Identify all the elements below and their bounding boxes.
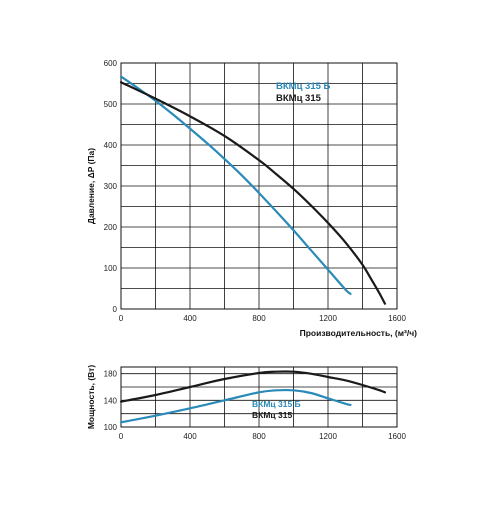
y-tick-label: 500 (104, 100, 118, 109)
x-tick-label: 1600 (388, 432, 406, 441)
x-tick-label: 1600 (388, 314, 406, 323)
legend-entry-vkmts-315: ВКМц 315 (276, 93, 322, 104)
series-line-vkmts-315-b (119, 75, 352, 295)
y-tick-label: 100 (104, 423, 118, 432)
series-line-vkmts-315 (119, 81, 387, 305)
x-tick-label: 0 (119, 432, 124, 441)
y-axis-label: Давление, ΔP (Па) (86, 148, 96, 224)
series-line-vkmts-315-b (119, 388, 352, 424)
y-tick-label: 300 (104, 182, 118, 191)
x-tick-label: 1200 (319, 432, 337, 441)
x-axis-label: Производительность, (м³/ч) (300, 328, 418, 338)
power-chart: 0 400 800 1200 1600 100 140 180 Мощность, (Вт) ВК… (86, 365, 406, 441)
x-tick-label: 400 (183, 432, 197, 441)
y-axis-label: Мощность, (Вт) (86, 365, 96, 430)
x-tick-label: 0 (119, 314, 124, 323)
legend-entry-vkmts-315-b: ВКМц 315 Б (252, 399, 301, 409)
legend-entry-vkmts-315-b: ВКМц 315 Б (276, 81, 331, 92)
series-line-vkmts-315 (119, 370, 387, 403)
y-tick-label: 100 (104, 264, 118, 273)
x-tick-label: 400 (183, 314, 197, 323)
y-tick-label: 400 (104, 141, 118, 150)
legend-entry-vkmts-315: ВКМц 315 (252, 410, 292, 420)
y-tick-label: 200 (104, 223, 118, 232)
x-tick-label: 800 (252, 432, 266, 441)
y-tick-label: 600 (104, 59, 118, 68)
y-tick-label: 0 (113, 305, 118, 314)
plot-frame (120, 62, 398, 310)
x-tick-label: 800 (252, 314, 266, 323)
plot-frame (120, 366, 398, 428)
x-tick-label: 1200 (319, 314, 337, 323)
pressure-chart: 0 400 800 1200 1600 0 100 200 300 400 500 600 Давлен… (86, 59, 417, 338)
y-tick-label: 180 (104, 370, 118, 379)
y-tick-label: 140 (104, 396, 118, 405)
